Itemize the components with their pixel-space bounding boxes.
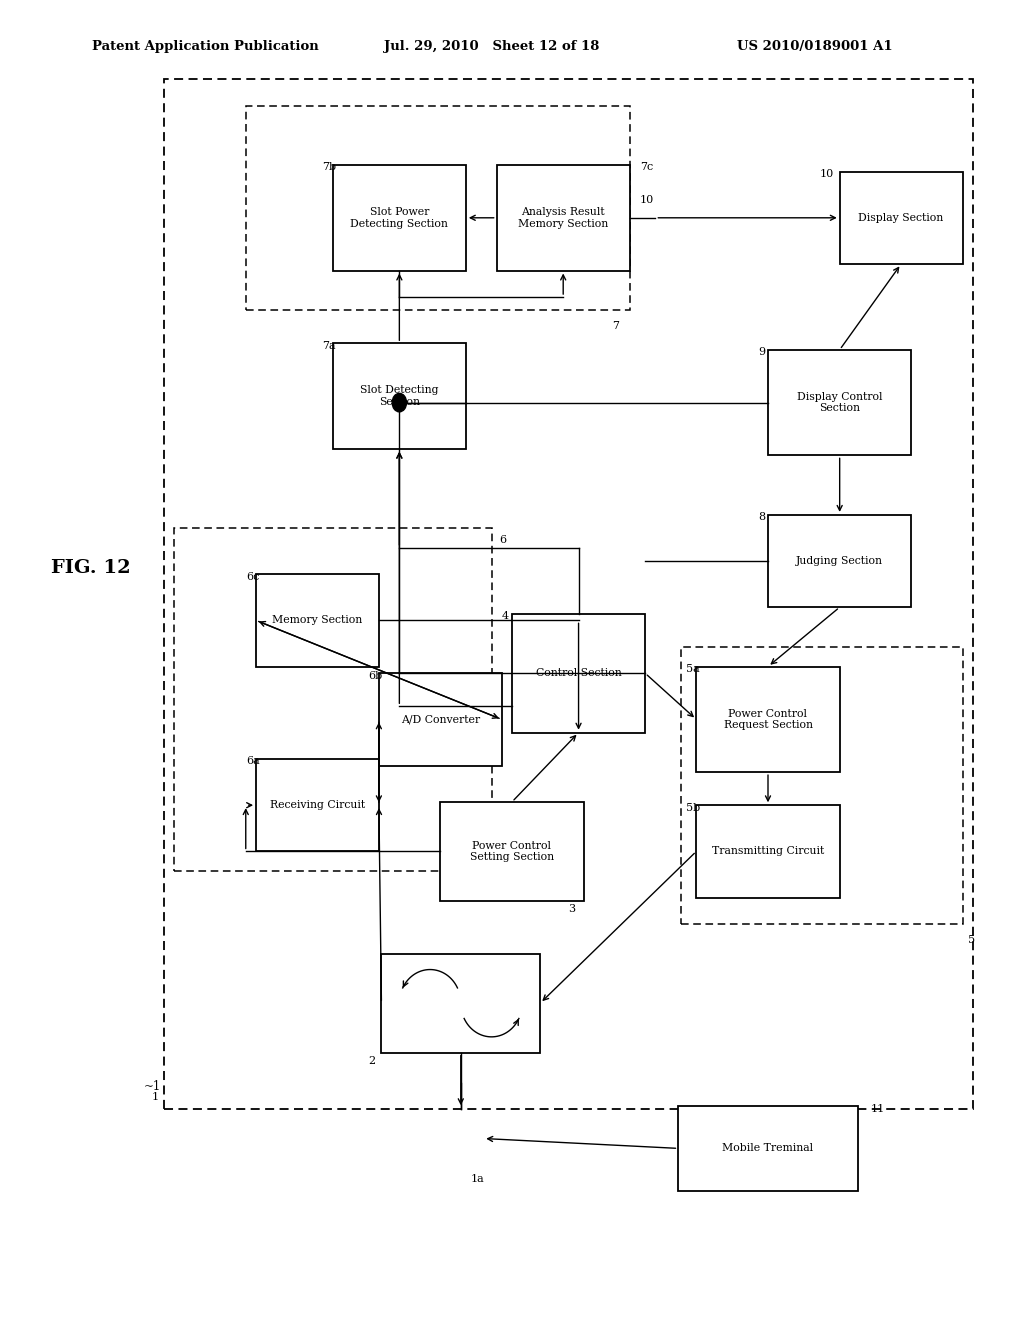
FancyBboxPatch shape: [497, 165, 630, 271]
FancyBboxPatch shape: [696, 805, 840, 898]
Text: A/D Converter: A/D Converter: [400, 714, 480, 725]
Text: Transmitting Circuit: Transmitting Circuit: [712, 846, 824, 857]
Text: Jul. 29, 2010   Sheet 12 of 18: Jul. 29, 2010 Sheet 12 of 18: [384, 40, 599, 53]
Text: 11: 11: [870, 1104, 885, 1114]
Text: 1a: 1a: [471, 1175, 484, 1184]
Text: Mobile Treminal: Mobile Treminal: [723, 1143, 813, 1154]
FancyBboxPatch shape: [256, 574, 379, 667]
Text: 2: 2: [369, 1056, 376, 1067]
Text: 9: 9: [758, 347, 765, 358]
FancyBboxPatch shape: [379, 673, 502, 766]
FancyBboxPatch shape: [256, 759, 379, 851]
Text: 5b: 5b: [686, 803, 700, 813]
FancyBboxPatch shape: [840, 172, 963, 264]
Text: 7b: 7b: [323, 162, 337, 173]
FancyBboxPatch shape: [678, 1106, 857, 1191]
Text: ~1: ~1: [143, 1080, 161, 1093]
Text: 6c: 6c: [246, 572, 259, 582]
Text: Slot Power
Detecting Section: Slot Power Detecting Section: [350, 207, 449, 228]
FancyBboxPatch shape: [696, 667, 840, 772]
Text: Judging Section: Judging Section: [797, 556, 883, 566]
FancyBboxPatch shape: [381, 953, 541, 1053]
Text: FIG. 12: FIG. 12: [51, 558, 131, 577]
Text: Analysis Result
Memory Section: Analysis Result Memory Section: [518, 207, 608, 228]
Text: 7c: 7c: [640, 162, 653, 173]
Text: 10: 10: [640, 194, 654, 205]
Text: Receiving Circuit: Receiving Circuit: [270, 800, 365, 810]
Circle shape: [392, 393, 407, 412]
Text: 4: 4: [502, 611, 509, 622]
Text: 6a: 6a: [246, 756, 259, 767]
Text: Patent Application Publication: Patent Application Publication: [92, 40, 318, 53]
Text: 8: 8: [758, 512, 765, 523]
Text: Memory Section: Memory Section: [272, 615, 362, 626]
FancyBboxPatch shape: [333, 165, 466, 271]
Text: Power Control
Setting Section: Power Control Setting Section: [470, 841, 554, 862]
Text: 1: 1: [152, 1092, 159, 1102]
FancyBboxPatch shape: [440, 801, 584, 900]
Text: Control Section: Control Section: [536, 668, 622, 678]
FancyBboxPatch shape: [768, 515, 911, 607]
Text: Display Section: Display Section: [858, 213, 944, 223]
Text: US 2010/0189001 A1: US 2010/0189001 A1: [737, 40, 893, 53]
Text: 5: 5: [968, 935, 975, 945]
Text: 10: 10: [819, 169, 834, 180]
Text: Slot Detecting
Section: Slot Detecting Section: [360, 385, 438, 407]
FancyBboxPatch shape: [333, 343, 466, 449]
Text: 5a: 5a: [686, 664, 699, 675]
Text: 7: 7: [612, 321, 620, 331]
FancyBboxPatch shape: [768, 350, 911, 455]
Text: Display Control
Section: Display Control Section: [797, 392, 883, 413]
Text: 6b: 6b: [369, 671, 383, 681]
Text: 6: 6: [500, 535, 507, 545]
Text: Power Control
Request Section: Power Control Request Section: [724, 709, 812, 730]
Text: 7a: 7a: [323, 341, 336, 351]
FancyBboxPatch shape: [512, 614, 645, 733]
Text: 3: 3: [568, 904, 575, 915]
